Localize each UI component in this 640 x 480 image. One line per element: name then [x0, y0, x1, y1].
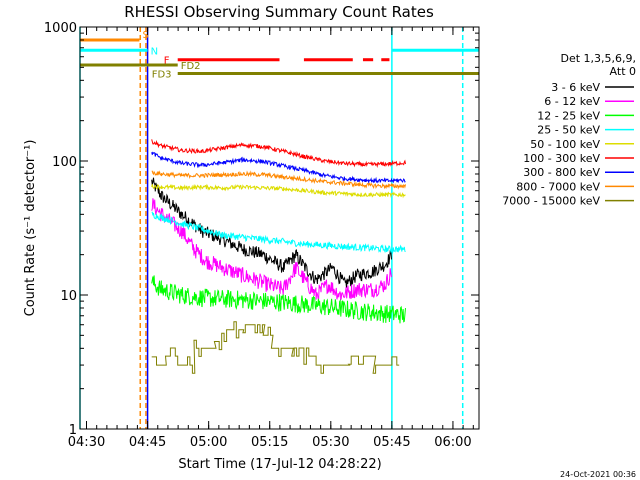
y-tick-label: 1000: [44, 21, 77, 36]
legend-label: 7000 - 15000 keV: [502, 195, 600, 208]
chart-title: RHESSI Observing Summary Count Rates: [124, 3, 434, 21]
x-tick-label: 04:45: [129, 435, 166, 450]
series-line: [151, 183, 406, 199]
series-line: [151, 151, 406, 185]
legend-label: 50 - 100 keV: [530, 138, 600, 151]
legend-header: Att 0: [610, 65, 636, 78]
x-tick-label: 05:15: [251, 435, 288, 450]
series-line: [151, 321, 400, 374]
x-tick-label: 05:00: [190, 435, 227, 450]
flag-label: F: [164, 56, 170, 67]
flag-label: FD2: [181, 61, 201, 72]
legend-label: 300 - 800 keV: [523, 166, 600, 179]
series-line: [151, 139, 406, 169]
legend-label: 12 - 25 keV: [537, 109, 600, 122]
legend-label: 100 - 300 keV: [523, 152, 600, 165]
y-axis-label: Count Rate (s⁻¹ detector⁻¹): [23, 140, 38, 317]
timestamp: 24-Oct-2021 00:36: [560, 470, 636, 479]
x-axis-label: Start Time (17-Jul-12 04:28:22): [178, 457, 381, 472]
y-tick-label: 1: [69, 423, 77, 438]
flag-label: FD3: [152, 69, 172, 80]
x-tick-label: 05:30: [312, 435, 349, 450]
legend-label: 25 - 50 keV: [537, 124, 600, 137]
series-line: [151, 198, 392, 301]
x-tick-label: 06:00: [434, 435, 471, 450]
series-line: [151, 170, 406, 190]
series-line: [151, 275, 406, 324]
y-tick-label: 10: [60, 289, 77, 304]
legend-label: 6 - 12 keV: [544, 95, 600, 108]
legend-label: 800 - 7000 keV: [516, 180, 600, 193]
flag-label: S: [142, 30, 148, 41]
x-tick-label: 05:45: [373, 435, 410, 450]
flag-label: N: [151, 46, 158, 57]
x-tick-label: 04:30: [68, 435, 105, 450]
y-tick-label: 100: [52, 155, 77, 170]
legend-header: Det 1,3,5,6,9,: [560, 52, 636, 65]
legend-label: 3 - 6 keV: [551, 81, 600, 94]
series-line: [151, 211, 406, 255]
